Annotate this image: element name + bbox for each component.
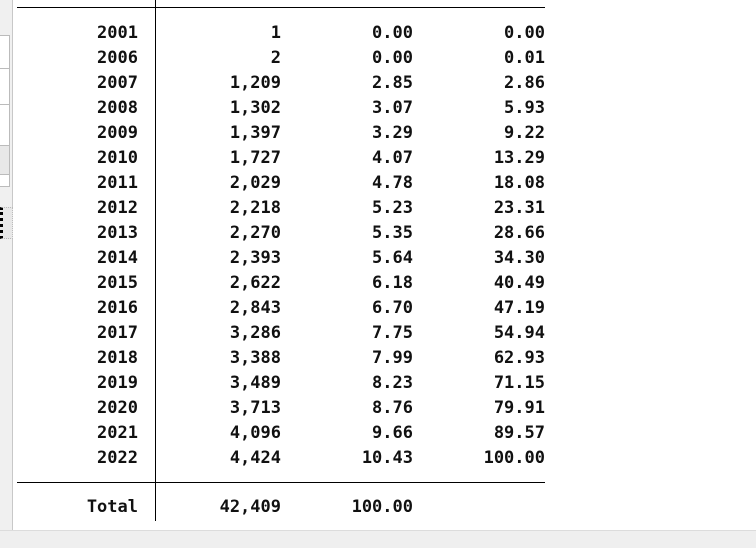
cell-percent: 3.29 [372,123,413,143]
cell-percent: 5.64 [372,248,413,268]
cell-freq: 3,489 [229,373,281,393]
cell-cum: 28.66 [493,223,545,243]
cell-cum: 62.93 [493,348,545,368]
cell-year: 2018 [97,348,138,368]
cell-percent: 0.00 [372,48,413,68]
cell-percent: 4.07 [372,148,413,168]
cell-freq: 2,622 [229,273,281,293]
cell-year: 2010 [97,148,138,168]
total-rule [17,482,545,483]
cell-cum: 2.86 [504,73,545,93]
cell-percent: 7.99 [372,348,413,368]
cell-cum: 89.57 [493,423,545,443]
panel-input[interactable] [0,68,10,105]
cell-year: 2022 [97,448,138,468]
table-top-rule [17,7,545,8]
panel-button[interactable] [0,145,10,175]
cell-freq: 1 [270,23,281,43]
total-percent: 100.00 [351,497,413,517]
cell-freq: 2,029 [229,173,281,193]
cell-percent: 6.18 [372,273,413,293]
cell-cum: 5.93 [504,98,545,118]
cell-percent: 8.76 [372,398,413,418]
cell-cum: 79.91 [493,398,545,418]
cell-year: 2015 [97,273,138,293]
cell-cum: 0.01 [504,48,545,68]
status-bar [0,530,756,548]
cell-freq: 3,286 [229,323,281,343]
cell-freq: 2 [270,48,281,68]
total-freq: 42,409 [219,497,281,517]
cell-percent: 6.70 [372,298,413,318]
total-label: Total [86,497,138,517]
cell-year: 2017 [97,323,138,343]
cell-year: 2007 [97,73,138,93]
cell-freq: 3,713 [229,398,281,418]
cell-freq: 1,727 [229,148,281,168]
left-panel [0,0,13,530]
cell-percent: 5.23 [372,198,413,218]
cell-year: 2012 [97,198,138,218]
cell-cum: 100.00 [483,448,545,468]
results-window: 2001 1 0.00 0.00 2006 2 0.00 0.01 2007 1,209 2.85 2… [14,0,756,530]
cell-year: 2011 [97,173,138,193]
cell-year: 2001 [97,23,138,43]
cell-year: 2009 [97,123,138,143]
cell-cum: 34.30 [493,248,545,268]
cell-percent: 3.07 [372,98,413,118]
cell-percent: 2.85 [372,73,413,93]
cell-percent: 5.35 [372,223,413,243]
cell-percent: 10.43 [361,448,413,468]
cell-freq: 2,843 [229,298,281,318]
cell-percent: 8.23 [372,373,413,393]
cell-cum: 23.31 [493,198,545,218]
cell-freq: 2,393 [229,248,281,268]
cell-freq: 2,270 [229,223,281,243]
cell-year: 2019 [97,373,138,393]
cell-freq: 4,096 [229,423,281,443]
cell-freq: 1,302 [229,98,281,118]
cell-freq: 1,209 [229,73,281,93]
cell-freq: 1,397 [229,123,281,143]
cell-cum: 71.15 [493,373,545,393]
panel-button-focused[interactable] [0,207,13,239]
cell-cum: 13.29 [493,148,545,168]
cell-year: 2013 [97,223,138,243]
cell-percent: 9.66 [372,423,413,443]
cell-year: 2016 [97,298,138,318]
cell-cum: 54.94 [493,323,545,343]
cell-cum: 47.19 [493,298,545,318]
cell-percent: 4.78 [372,173,413,193]
cell-year: 2008 [97,98,138,118]
cell-year: 2006 [97,48,138,68]
panel-frame [0,35,10,187]
cell-year: 2020 [97,398,138,418]
cell-freq: 4,424 [229,448,281,468]
cell-year: 2021 [97,423,138,443]
cell-percent: 7.75 [372,323,413,343]
cell-percent: 0.00 [372,23,413,43]
cell-freq: 3,388 [229,348,281,368]
cell-cum: 40.49 [493,273,545,293]
table-divider [155,0,156,521]
cell-year: 2014 [97,248,138,268]
cell-cum: 9.22 [504,123,545,143]
cell-cum: 0.00 [504,23,545,43]
cell-freq: 2,218 [229,198,281,218]
cell-cum: 18.08 [493,173,545,193]
